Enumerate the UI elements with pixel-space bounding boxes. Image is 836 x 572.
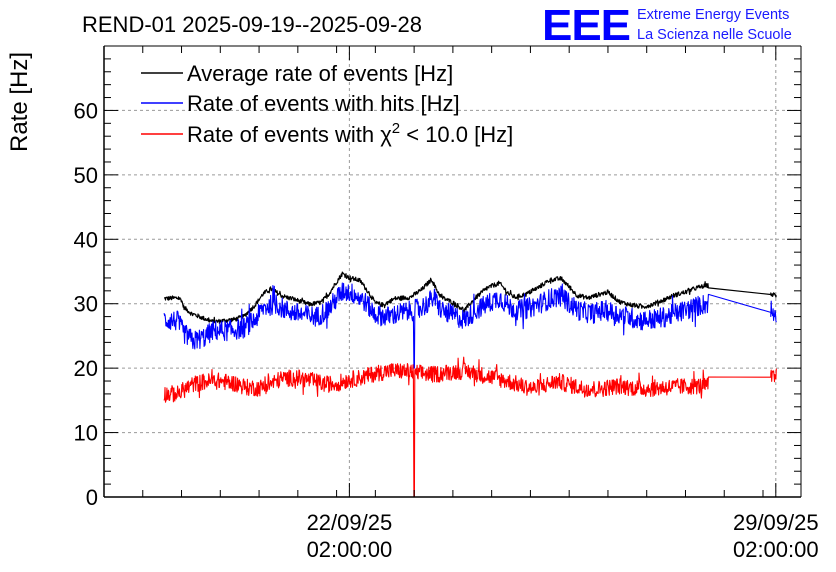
series xyxy=(163,271,777,498)
y-tick-label: 60 xyxy=(74,98,98,123)
y-tick-label: 0 xyxy=(86,485,98,510)
y-tick-label: 40 xyxy=(74,227,98,252)
x-tick-label-date: 29/09/25 xyxy=(733,510,819,535)
x-tick-label-time: 02:00:00 xyxy=(307,537,393,562)
legend-label: Rate of events with χ2 < 10.0 [Hz] xyxy=(187,120,513,147)
axes: 010203040506022/09/2502:00:0029/09/2502:… xyxy=(74,45,819,562)
series-line xyxy=(163,356,777,498)
y-axis-title: Rate [Hz] xyxy=(6,52,33,152)
y-tick-label: 10 xyxy=(74,421,98,446)
legend-label: Rate of events with hits [Hz] xyxy=(187,91,460,116)
x-tick-label-time: 02:00:00 xyxy=(733,537,819,562)
chart-title: REND-01 2025-09-19--2025-09-28 xyxy=(82,12,422,37)
eee-logo-line2: La Scienza nelle Scuole xyxy=(637,27,792,43)
y-tick-label: 50 xyxy=(74,163,98,188)
eee-logo: EEE Extreme Energy Events La Scienza nel… xyxy=(542,1,792,50)
legend: Average rate of events [Hz] Rate of event… xyxy=(141,61,513,147)
y-tick-label: 30 xyxy=(74,292,98,317)
y-tick-label: 20 xyxy=(74,356,98,381)
eee-logo-mark: EEE xyxy=(542,1,630,50)
legend-label: Average rate of events [Hz] xyxy=(187,61,453,86)
x-tick-label-date: 22/09/25 xyxy=(307,510,393,535)
eee-logo-line1: Extreme Energy Events xyxy=(637,7,789,23)
series-line xyxy=(163,282,777,369)
series-line xyxy=(164,271,777,325)
